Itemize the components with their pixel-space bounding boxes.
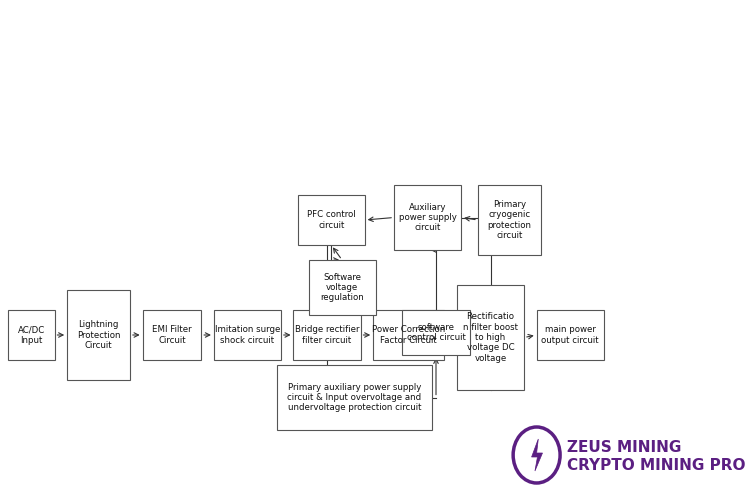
Bar	[67, 290, 130, 380]
Text: Auxiliary
power supply
circuit: Auxiliary power supply circuit	[399, 202, 457, 232]
Text: Power Correction
Factor Circuit: Power Correction Factor Circuit	[372, 326, 446, 344]
Text: AC/DC
Input: AC/DC Input	[18, 326, 45, 344]
Polygon shape	[532, 439, 542, 471]
Text: Primary
cryogenic
protection
circuit: Primary cryogenic protection circuit	[488, 200, 531, 240]
Bar	[308, 260, 376, 315]
Text: CRYPTO MINING PRO: CRYPTO MINING PRO	[567, 458, 746, 472]
Bar	[8, 310, 55, 360]
Bar	[478, 185, 541, 255]
Text: Imitation surge
shock circuit: Imitation surge shock circuit	[214, 326, 280, 344]
Bar	[536, 310, 604, 360]
Bar	[298, 195, 364, 245]
Bar	[214, 310, 281, 360]
Text: Lightning
Protection
Circuit: Lightning Protection Circuit	[76, 320, 120, 350]
Text: EMI Filter
Circuit: EMI Filter Circuit	[152, 326, 192, 344]
Text: Bridge rectifier
filter circuit: Bridge rectifier filter circuit	[295, 326, 359, 344]
Bar	[293, 310, 361, 360]
Bar	[457, 285, 524, 390]
Bar	[142, 310, 201, 360]
Bar	[394, 185, 461, 250]
Bar	[373, 310, 445, 360]
Text: Primary auxiliary power supply
circuit & Input overvoltage and
undervoltage prot: Primary auxiliary power supply circuit &…	[287, 382, 422, 412]
Text: PFC control
circuit: PFC control circuit	[307, 210, 356, 230]
Bar	[277, 365, 432, 430]
Text: Software
voltage
regulation: Software voltage regulation	[320, 272, 364, 302]
Bar	[403, 310, 470, 355]
Text: ZEUS MINING: ZEUS MINING	[567, 440, 681, 454]
Text: software
control circuit: software control circuit	[406, 323, 466, 342]
Text: main power
output circuit: main power output circuit	[542, 326, 599, 344]
Text: Rectificatio
n filter boost
to high
voltage DC
voltage: Rectificatio n filter boost to high volt…	[463, 312, 518, 363]
